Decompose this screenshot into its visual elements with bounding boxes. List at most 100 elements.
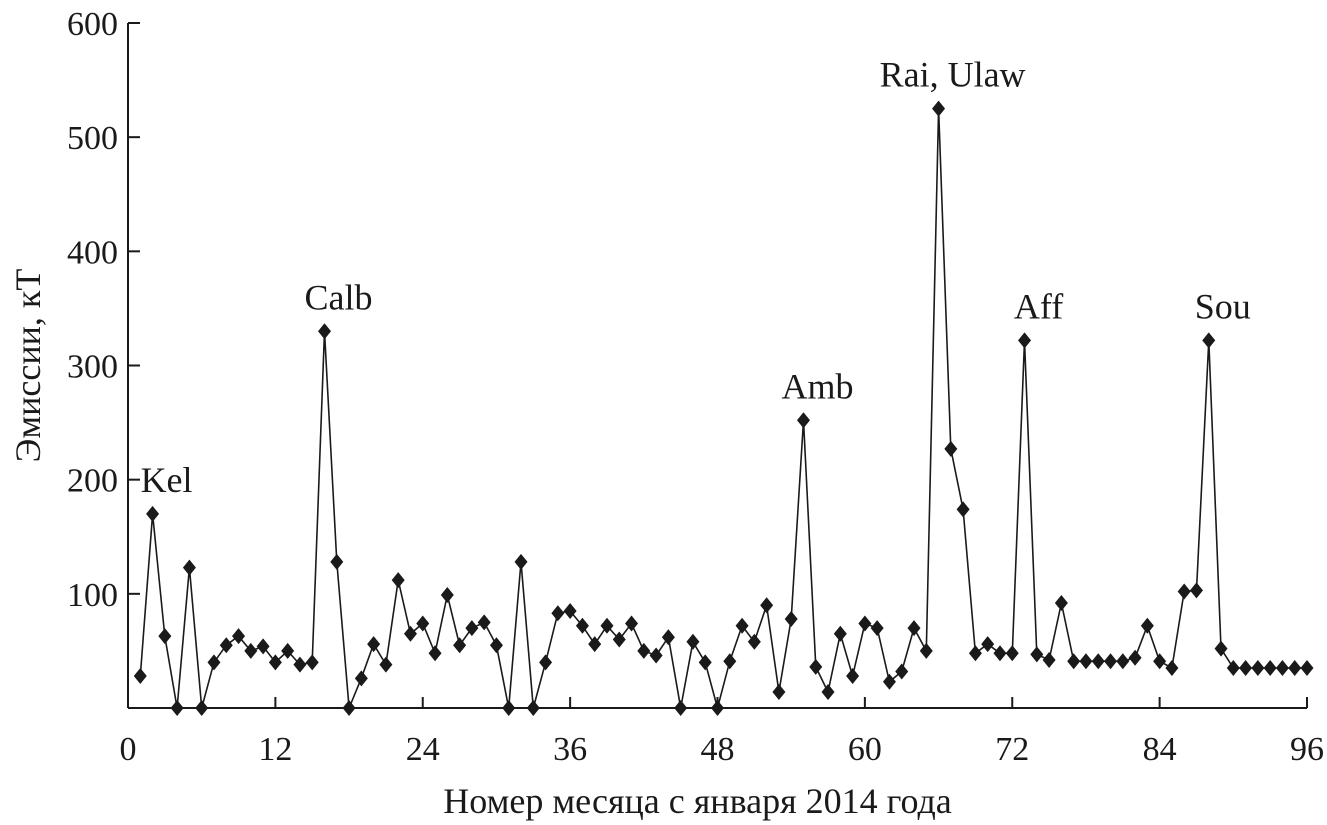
data-point xyxy=(612,631,626,648)
data-point xyxy=(354,670,368,687)
data-point xyxy=(268,654,282,671)
data-point xyxy=(293,656,307,673)
x-axis-title: Номер месяца с января 2014 года xyxy=(443,781,952,821)
data-point xyxy=(207,654,221,671)
data-point xyxy=(305,654,319,671)
x-tick-label: 72 xyxy=(995,731,1029,768)
data-point xyxy=(796,412,810,429)
data-point xyxy=(526,700,540,716)
data-point xyxy=(146,505,160,522)
data-point xyxy=(968,645,982,662)
data-point xyxy=(1275,660,1289,677)
y-tick-label: 300 xyxy=(67,349,118,386)
data-point xyxy=(1288,660,1302,677)
data-point xyxy=(600,617,614,634)
data-point xyxy=(932,100,946,117)
y-tick-label: 400 xyxy=(67,234,118,271)
data-point xyxy=(674,700,688,716)
data-point xyxy=(895,663,909,680)
data-point xyxy=(330,553,344,570)
data-point xyxy=(735,617,749,634)
data-point xyxy=(625,615,639,632)
data-point xyxy=(1067,653,1081,670)
data-point xyxy=(1165,660,1179,677)
y-axis-title: Эмиссии, кТ xyxy=(8,269,48,463)
x-tick-label: 84 xyxy=(1143,731,1177,768)
data-point xyxy=(1116,653,1130,670)
data-point xyxy=(342,700,356,716)
data-point xyxy=(993,645,1007,662)
data-point xyxy=(489,637,503,654)
data-point xyxy=(539,654,553,671)
data-point xyxy=(256,638,270,655)
data-point xyxy=(416,615,430,632)
data-point xyxy=(428,645,442,662)
data-point xyxy=(1018,332,1032,349)
y-tick-label: 600 xyxy=(67,6,118,43)
data-point xyxy=(1153,653,1167,670)
data-point xyxy=(1202,332,1216,349)
data-point xyxy=(846,668,860,685)
data-point xyxy=(784,610,798,627)
data-markers xyxy=(133,100,1314,716)
data-point xyxy=(649,647,663,664)
y-tick-label: 500 xyxy=(67,120,118,157)
data-point xyxy=(858,615,872,632)
data-point xyxy=(551,605,565,622)
data-point xyxy=(772,684,786,701)
y-tick-label: 200 xyxy=(67,463,118,500)
data-point xyxy=(1054,594,1068,611)
data-point xyxy=(870,620,884,637)
data-point xyxy=(367,636,381,653)
data-point xyxy=(514,553,528,570)
data-point xyxy=(1189,582,1203,599)
data-point xyxy=(1140,617,1154,634)
data-point xyxy=(440,586,454,603)
data-point xyxy=(1128,649,1142,666)
data-point xyxy=(833,625,847,642)
data-point xyxy=(956,501,970,518)
peak-label: Amb xyxy=(781,366,853,406)
peak-label: Aff xyxy=(1014,286,1063,326)
data-point xyxy=(1079,653,1093,670)
data-point xyxy=(809,658,823,675)
data-point xyxy=(661,629,675,646)
data-point xyxy=(1300,660,1314,677)
data-point xyxy=(711,700,724,716)
data-point xyxy=(195,700,209,716)
x-tick-label: 96 xyxy=(1290,731,1324,768)
data-point xyxy=(1042,652,1056,669)
data-point xyxy=(232,628,246,645)
data-point xyxy=(170,700,184,716)
y-tick-label: 100 xyxy=(67,577,118,614)
data-point xyxy=(747,633,761,650)
data-point xyxy=(907,620,921,637)
data-point xyxy=(318,323,331,340)
data-point xyxy=(1226,660,1240,677)
data-point xyxy=(686,633,700,650)
data-point xyxy=(563,602,577,619)
x-tick-label: 36 xyxy=(553,731,587,768)
data-point xyxy=(575,617,589,634)
data-point xyxy=(637,642,651,659)
data-point xyxy=(1251,660,1265,677)
peak-label: Calb xyxy=(305,277,373,317)
data-point xyxy=(760,597,774,614)
x-tick-label: 0 xyxy=(120,731,137,768)
data-point xyxy=(182,559,196,576)
data-point xyxy=(281,642,295,659)
x-tick-label: 24 xyxy=(406,731,440,768)
data-point xyxy=(588,636,602,653)
data-point xyxy=(1030,646,1044,663)
data-point xyxy=(882,673,896,690)
peak-label: Sou xyxy=(1195,286,1251,326)
series-line xyxy=(139,108,1307,712)
data-point xyxy=(1104,653,1117,670)
data-point xyxy=(698,654,712,671)
data-point xyxy=(219,637,233,654)
peak-label: Rai, Ulaw xyxy=(880,55,1026,95)
data-point xyxy=(453,637,467,654)
data-point xyxy=(821,684,835,701)
data-point xyxy=(723,653,737,670)
